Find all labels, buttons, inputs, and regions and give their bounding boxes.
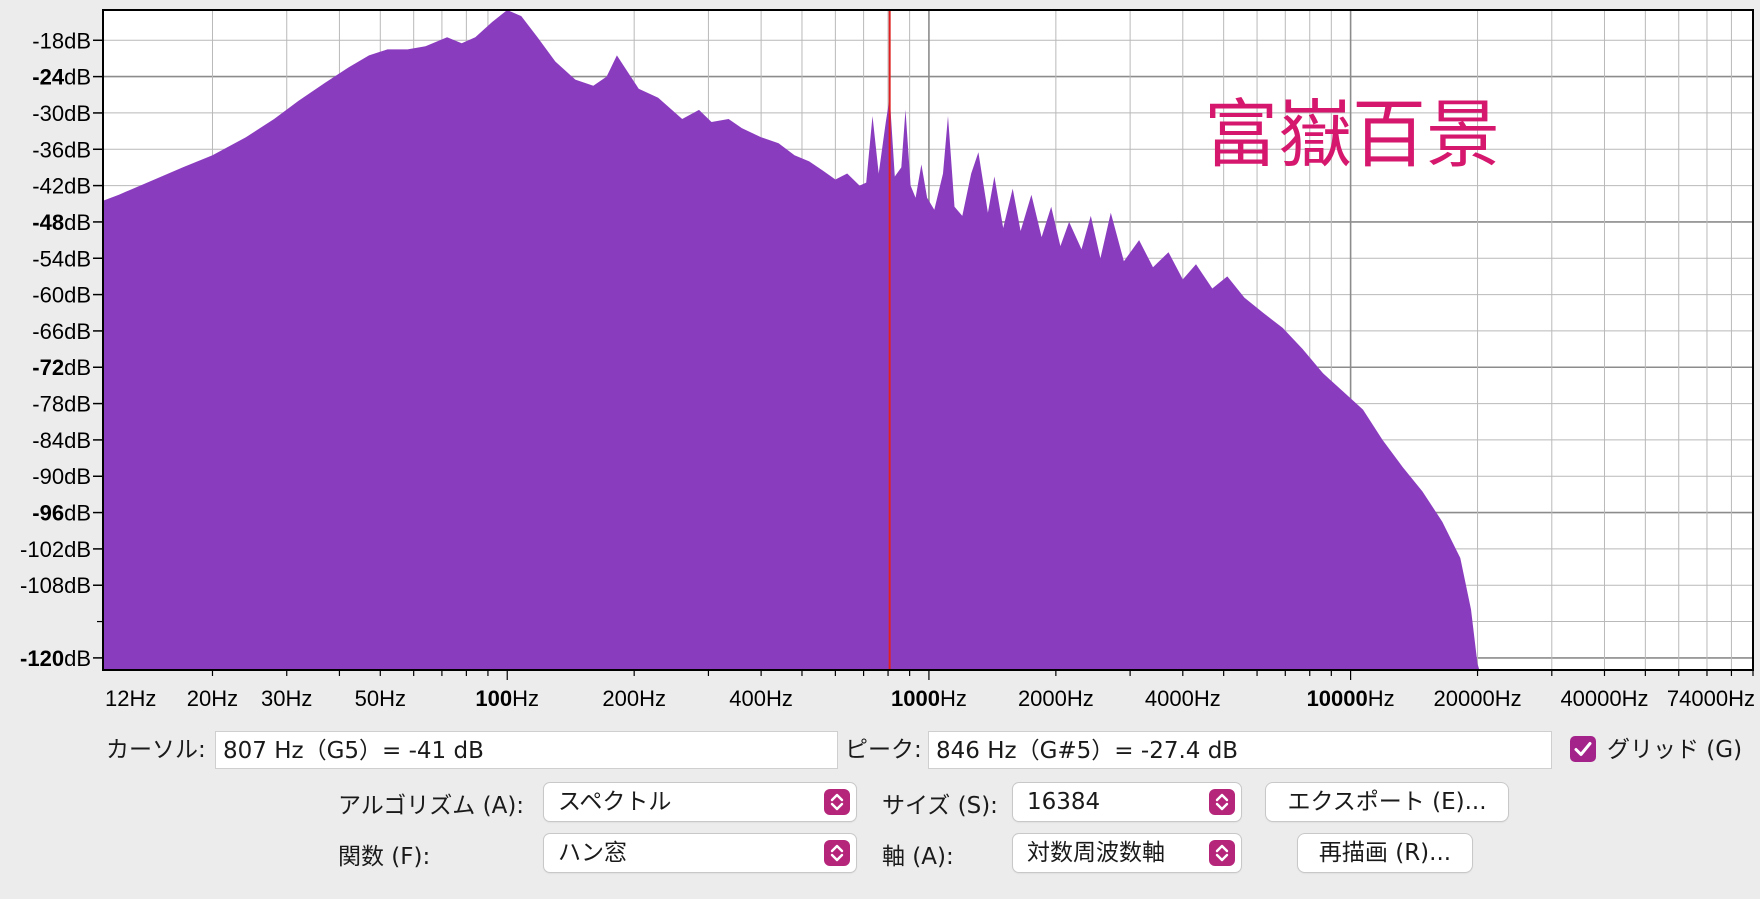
y-tick-label: -60dB [32,283,91,308]
y-tick-label: -42dB [32,174,91,199]
x-tick-label: 100Hz [475,686,539,710]
algorithm-label: アルゴリズム (A): [338,793,525,819]
cursor-label: カーソル: [106,737,206,763]
y-tick-label: -90dB [32,464,91,489]
x-tick-label: 200Hz [602,686,666,710]
y-tick-label: -36dB [32,137,91,162]
y-tick-label: -84dB [32,428,91,453]
axis-label: 軸 (A): [882,844,954,870]
y-tick-label: -108dB [20,573,91,598]
replot-button[interactable]: 再描画 (R)... [1298,834,1472,872]
algorithm-value: スペクトル [558,789,672,815]
y-tick-label: -120dB [20,646,91,671]
function-select[interactable]: ハン窓 [544,834,856,872]
axis-select[interactable]: 対数周波数軸 [1013,834,1241,872]
export-button[interactable]: エクスポート (E)... [1266,783,1508,821]
y-tick-label: -66dB [32,319,91,344]
spectrum-area [103,10,1480,670]
peak-label: ピーク: [845,737,922,763]
x-tick-label: 50Hz [355,686,406,710]
axis-value: 対数周波数軸 [1027,840,1165,866]
chevron-updown-icon [1209,789,1235,815]
x-tick-label: 10000Hz [1307,686,1395,710]
y-tick-label: -96dB [32,501,91,526]
size-select[interactable]: 16384 [1013,783,1241,821]
plot-frame [102,9,1754,671]
spectrum-plot[interactable]: -18dB -24dB -30dB -36dB -42dB -48dB -54dB -60dB… [0,0,1760,710]
size-value: 16384 [1027,789,1101,815]
x-tick-label: 2000Hz [1018,686,1094,710]
y-tick-label: -48dB [32,210,91,235]
y-tick-label: -72dB [32,355,91,380]
x-tick-label: 400Hz [729,686,793,710]
function-label: 関数 (F): [338,844,431,870]
y-axis: -18dB -24dB -30dB -36dB -42dB -48dB -54dB -60dB… [20,28,103,671]
grid-label[interactable]: グリッド (G) [1607,737,1743,763]
cursor-readout: 807 Hz（G5）= -41 dB [215,731,838,769]
chevron-updown-icon [1209,840,1235,866]
x-tick-label: 20000Hz [1434,686,1522,710]
y-tick-label: -30dB [32,101,91,126]
x-tick-label: 20Hz [187,686,238,710]
grid-checkbox[interactable] [1570,736,1596,762]
y-tick-label: -24dB [32,65,91,90]
x-tick-label: 74000Hz [1667,686,1755,710]
algorithm-select[interactable]: スペクトル [544,783,856,821]
checkmark-icon [1574,742,1592,756]
x-tick-label: 1000Hz [891,686,967,710]
chevron-updown-icon [824,840,850,866]
size-label: サイズ (S): [882,793,998,819]
y-tick-label: -18dB [32,28,91,53]
x-tick-label: 4000Hz [1145,686,1221,710]
x-axis: 12Hz 20Hz 30Hz 50Hz 100Hz 200Hz 400Hz 1000Hz 200… [105,670,1755,710]
watermark-title: 富嶽百景 [1204,92,1500,178]
chevron-updown-icon [824,789,850,815]
function-value: ハン窓 [558,840,627,866]
x-tick-label: 12Hz [105,686,156,710]
y-tick-label: -78dB [32,392,91,417]
x-tick-label: 30Hz [261,686,312,710]
peak-readout: 846 Hz（G#5）= -27.4 dB [928,731,1552,769]
x-tick-label: 40000Hz [1560,686,1648,710]
y-tick-label: -102dB [20,537,91,562]
y-tick-label: -54dB [32,246,91,271]
